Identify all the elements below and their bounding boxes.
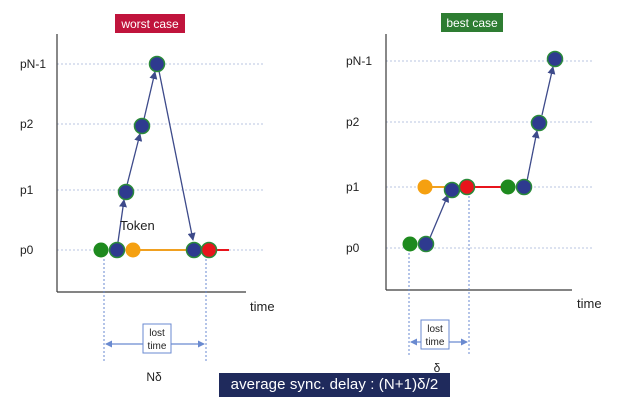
best-case-badge: best case: [441, 13, 503, 32]
node-blue: [148, 55, 166, 73]
node-red: [458, 178, 476, 196]
node-red: [200, 241, 218, 259]
token-label: Token: [120, 218, 155, 233]
node-blue: [515, 178, 533, 196]
level-label-p2: p2: [20, 117, 34, 131]
best-case-panel: best case pN-1 p2 p1 p0 time: [346, 13, 602, 375]
worst-case-panel: worst case pN-1 p2 p1 p0 time Token: [20, 14, 275, 384]
caption-banner: average sync. delay : (N+1)δ/2: [219, 373, 450, 397]
x-axis-label: time: [250, 299, 275, 314]
lost-time-box: lost time: [420, 319, 450, 350]
level-label-p0: p0: [346, 241, 360, 255]
node-blue: [417, 235, 435, 253]
node-blue: [530, 114, 548, 132]
lost-time-label-line1: lost: [427, 324, 443, 335]
node-blue: [108, 241, 126, 259]
node-blue: [133, 117, 151, 135]
node-orange: [417, 179, 433, 195]
arrow-p2-to-pN-1: [143, 71, 158, 120]
best-case-badge-label: best case: [446, 16, 498, 30]
level-label-p0: p0: [20, 243, 34, 257]
node-green: [500, 179, 516, 195]
node-blue: [185, 241, 203, 259]
measure-label: δ: [434, 361, 441, 375]
level-label-pN-1: pN-1: [20, 57, 46, 71]
level-label-p1: p1: [20, 183, 34, 197]
arrow-p1-to-p2: [126, 133, 143, 186]
arrow-p1-to-p2: [526, 130, 540, 182]
level-label-p1: p1: [346, 180, 360, 194]
arrow-p2-to-pN-1: [541, 66, 556, 116]
measure-label: Nδ: [146, 370, 162, 384]
node-blue: [546, 50, 564, 68]
lost-time-label-line1: lost: [149, 328, 165, 339]
level-label-pN-1: pN-1: [346, 54, 372, 68]
lost-time-label-line2: time: [426, 337, 445, 348]
node-blue: [117, 183, 135, 201]
worst-case-badge: worst case: [115, 14, 185, 33]
lost-time-label-line2: time: [148, 341, 167, 352]
arrow-p0-to-p1: [116, 199, 127, 250]
arrow-p0-to-p1: [428, 194, 449, 241]
level-label-p2: p2: [346, 115, 360, 129]
node-blue: [443, 181, 461, 199]
x-axis-label: time: [577, 296, 602, 311]
lost-time-box: lost time: [142, 323, 172, 354]
node-green: [402, 236, 418, 252]
worst-case-badge-label: worst case: [120, 17, 179, 31]
arrow-pN-1-to-p0: [158, 70, 196, 241]
node-green: [93, 242, 109, 258]
node-orange: [125, 242, 141, 258]
